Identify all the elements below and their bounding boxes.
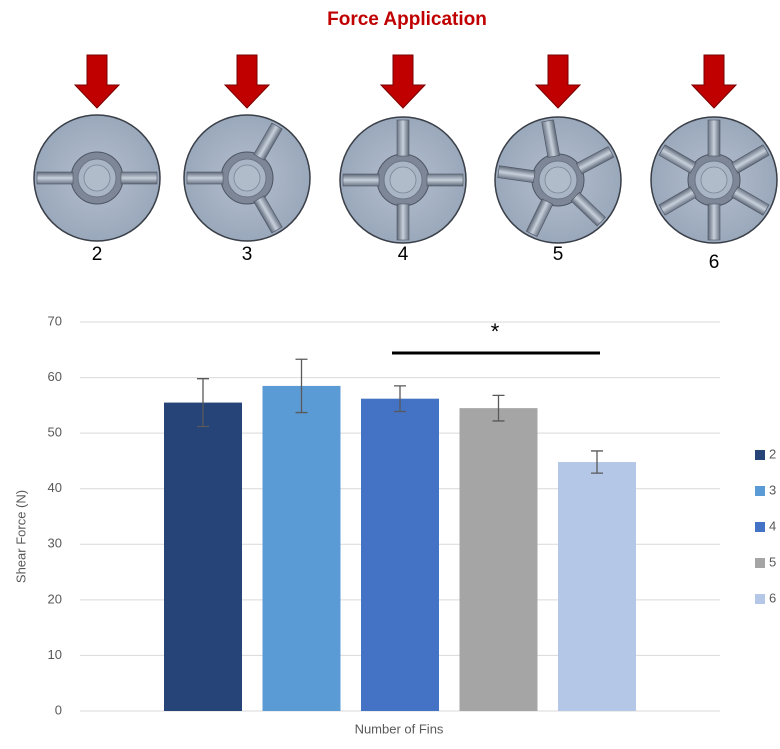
legend-swatch (755, 486, 765, 496)
x-axis-label: Number of Fins (355, 721, 444, 736)
figure: Force Application 2 3 4 5 6 0 10 20 30 40 50 60 70 S… (0, 0, 780, 744)
legend-swatch (755, 450, 765, 460)
discs: 2 3 4 5 6 (34, 55, 777, 273)
fin (397, 120, 409, 156)
bar (263, 386, 341, 711)
y-tick-label: 70 (48, 313, 62, 328)
disc-group: 6 (651, 55, 777, 273)
diagram-title: Force Application (327, 9, 487, 30)
hub-core (84, 165, 110, 191)
y-axis-label: Shear Force (N) (13, 490, 28, 583)
y-tick-label: 40 (48, 480, 62, 495)
fin (37, 172, 73, 184)
hub-core (545, 167, 571, 193)
fin (708, 120, 720, 156)
disc-group: 2 (34, 55, 160, 265)
bar (460, 408, 538, 711)
force-arrow (225, 55, 269, 108)
disc-group: 5 (495, 55, 621, 265)
fin (343, 174, 379, 186)
hub-core (390, 167, 416, 193)
fin (187, 172, 223, 184)
bar (164, 403, 242, 711)
fin (427, 174, 463, 186)
page: {"diagram": {"title": "Force Application… (0, 0, 780, 744)
disc-group: 4 (340, 55, 466, 265)
y-tick-label: 10 (48, 647, 62, 662)
y-tick-label: 20 (48, 591, 62, 606)
legend-label: 4 (769, 518, 776, 533)
disc-group: 3 (184, 55, 310, 265)
y-tick-label: 0 (55, 702, 62, 717)
disc-label: 5 (553, 244, 564, 265)
legend-label: 6 (769, 590, 776, 605)
bar (361, 399, 439, 711)
legend-swatch (755, 558, 765, 568)
legend-swatch (755, 522, 765, 532)
y-tick-label: 30 (48, 536, 62, 551)
force-arrow (381, 55, 425, 108)
legend-swatch (755, 594, 765, 604)
legend-label: 3 (769, 482, 776, 497)
force-arrow (75, 55, 119, 108)
fin (708, 204, 720, 240)
y-tick-label: 50 (48, 425, 62, 440)
significance-marker: * (491, 319, 500, 344)
disc-label: 4 (398, 244, 409, 265)
disc-label: 3 (242, 244, 253, 265)
fin (397, 204, 409, 240)
bar (558, 462, 636, 711)
force-arrow (692, 55, 736, 108)
hub-core (234, 165, 260, 191)
chart: 0 10 20 30 40 50 60 70 Shear Force (N) Number of … (13, 313, 776, 736)
hub-core (701, 167, 727, 193)
disc-label: 2 (92, 244, 103, 265)
force-arrow (536, 55, 580, 108)
disc-label: 6 (709, 252, 720, 273)
y-tick-label: 60 (48, 369, 62, 384)
legend-label: 5 (769, 554, 776, 569)
fin (121, 172, 157, 184)
legend-label: 2 (769, 446, 776, 461)
